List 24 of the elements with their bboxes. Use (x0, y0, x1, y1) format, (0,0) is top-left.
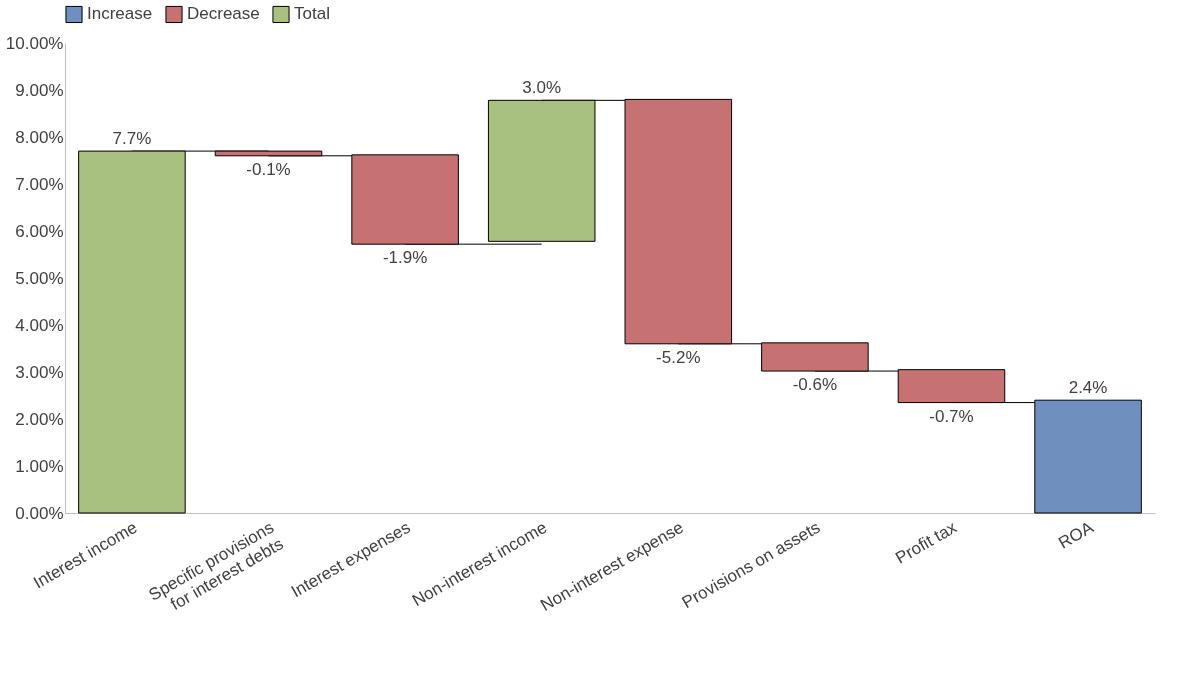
text: 7.7% (112, 129, 152, 149)
text: -0.6% (792, 375, 838, 395)
x-tick-label: Profit tax (892, 517, 961, 568)
x-tick-label: ROA (1055, 517, 1098, 553)
y-tick-label: 7.00% (15, 174, 64, 194)
text: 3.0% (522, 78, 562, 98)
y-tick-label: 10.00% (5, 33, 64, 53)
y-tick-label: 9.00% (15, 80, 64, 100)
y-tick-label: 5.00% (15, 268, 64, 288)
y-tick-label: 4.00% (15, 315, 64, 335)
y-tick-label: 8.00% (15, 127, 64, 147)
text: 2.4% (1068, 378, 1108, 398)
y-tick-label: 0.00% (15, 503, 64, 523)
y-tick-label: 6.00% (15, 221, 64, 241)
text: -0.1% (246, 159, 291, 179)
text: -1.9% (382, 248, 428, 268)
y-tick-label: 2.00% (15, 409, 64, 429)
y-tick-label: 3.00% (15, 362, 64, 382)
legend-label: Total (294, 4, 330, 24)
legend-label: Increase (87, 4, 153, 24)
text: -0.7% (929, 406, 974, 426)
text: -5.2% (656, 347, 701, 367)
y-tick-label: 1.00% (15, 456, 64, 476)
legend-label: Decrease (187, 4, 260, 24)
